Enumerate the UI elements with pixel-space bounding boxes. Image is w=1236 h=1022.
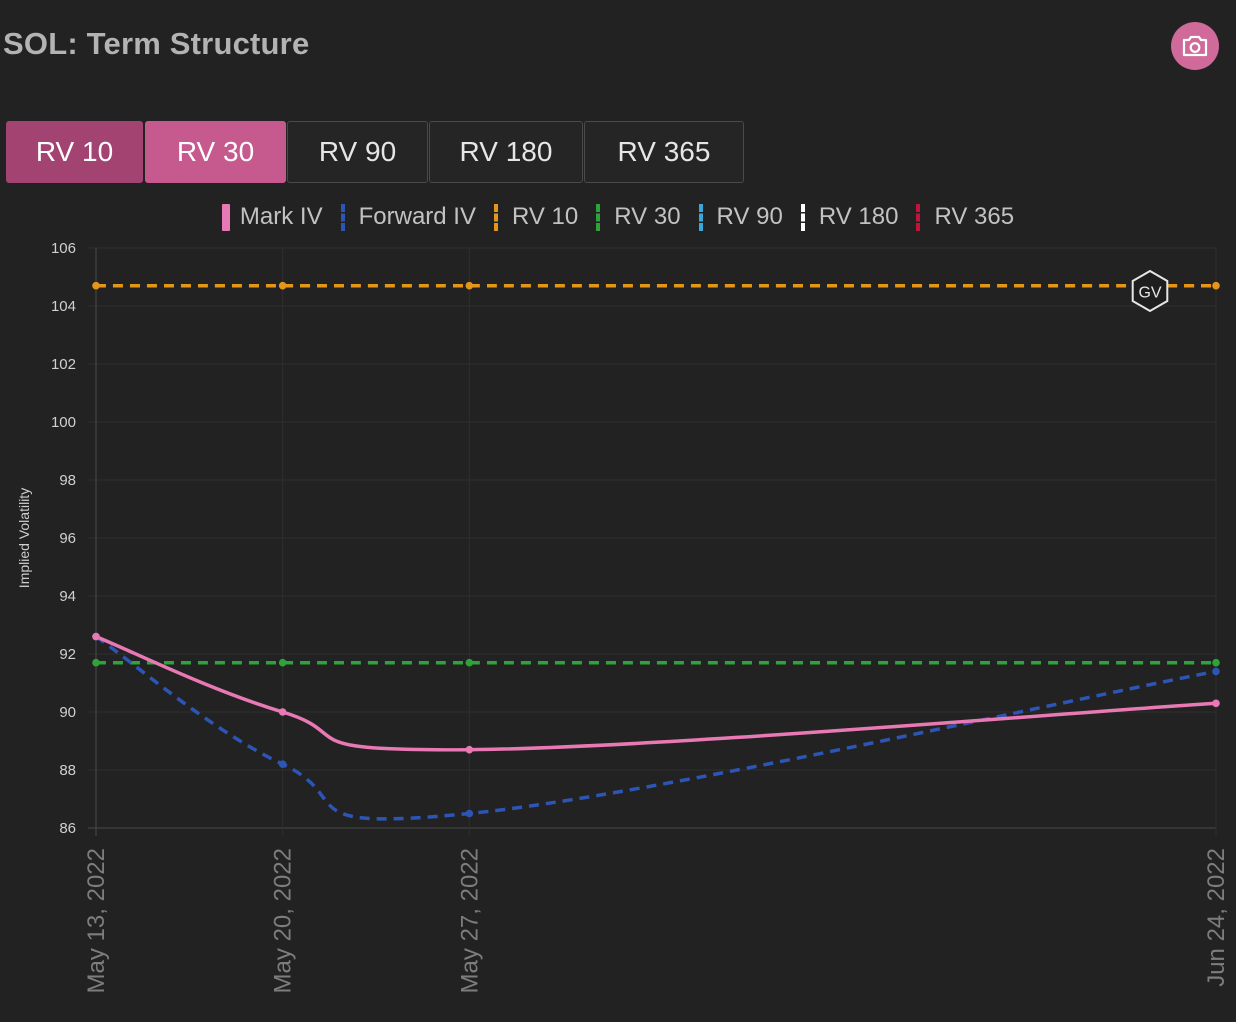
legend-swatch-mark-iv [221, 203, 230, 231]
chart-grid [88, 247, 1217, 836]
y-tick-label: 90 [59, 704, 76, 721]
data-point-rv-30 [92, 658, 100, 667]
y-tick-label: 94 [59, 588, 76, 605]
y-tick-label: 92 [59, 646, 76, 663]
legend-item-forward-iv[interactable]: Forward IV [340, 203, 476, 231]
tab-rv-30[interactable]: RV 30 [145, 121, 286, 183]
watermark-text: GV [1138, 285, 1161, 302]
y-tick-label: 102 [51, 356, 76, 373]
y-tick-label: 96 [59, 530, 76, 547]
y-tick-label: 88 [59, 762, 76, 779]
tab-rv-90[interactable]: RV 90 [287, 121, 428, 183]
legend-item-mark-iv[interactable]: Mark IV [221, 203, 323, 231]
chart-legend: Mark IV Forward IV RV 10 RV 30 RV 90 RV … [0, 200, 1236, 234]
tab-rv-10[interactable]: RV 10 [6, 121, 143, 183]
x-tick-label: Jun 24, 2022 [1203, 848, 1230, 987]
y-axis-ticks: 86 88 90 92 94 96 98 100 102 104 106 [51, 240, 76, 837]
chart-series [95, 283, 1217, 821]
legend-label: Mark IV [239, 203, 323, 230]
data-point-mark-iv [278, 708, 287, 716]
legend-label: RV 180 [818, 203, 899, 230]
tab-rv-180[interactable]: RV 180 [429, 121, 583, 183]
data-point-mark-iv [465, 745, 474, 754]
legend-swatch-rv365 [916, 203, 924, 231]
legend-label: RV 30 [614, 203, 681, 230]
data-point-mark-iv [92, 632, 100, 641]
x-tick-label: May 13, 2022 [83, 848, 110, 993]
data-point-forward-iv [1212, 667, 1220, 676]
data-point-rv-10 [278, 281, 287, 290]
y-tick-label: 106 [51, 240, 76, 257]
x-tick-label: May 27, 2022 [456, 848, 483, 993]
chart-points [92, 281, 1220, 818]
y-tick-label: 104 [51, 298, 76, 315]
legend-item-rv90[interactable]: RV 90 [698, 203, 783, 231]
legend-item-rv10[interactable]: RV 10 [493, 203, 579, 231]
legend-swatch-rv30 [596, 203, 604, 231]
legend-label: Forward IV [358, 203, 476, 230]
data-point-forward-iv [92, 632, 100, 641]
legend-swatch-rv10 [493, 203, 502, 231]
data-point-rv-10 [92, 281, 100, 290]
watermark-badge: GV [1131, 269, 1169, 313]
legend-label: RV 90 [716, 203, 783, 230]
data-point-rv-30 [278, 658, 287, 667]
data-point-forward-iv [278, 760, 287, 768]
data-point-rv-30 [1212, 658, 1220, 667]
series-line-forward-iv [95, 635, 1217, 821]
series-line-mark-iv [95, 634, 1217, 752]
y-tick-label: 100 [51, 414, 76, 431]
legend-swatch-rv180 [800, 203, 809, 231]
legend-item-rv180[interactable]: RV 180 [800, 203, 899, 231]
legend-swatch-forward-iv [340, 203, 349, 231]
data-point-rv-10 [465, 281, 474, 290]
y-tick-label: 98 [59, 472, 76, 489]
data-point-forward-iv [465, 809, 474, 818]
page-title: SOL: Term Structure [3, 26, 310, 61]
legend-swatch-rv90 [698, 203, 707, 231]
y-axis-label: Implied Volatility [16, 488, 32, 588]
x-tick-label: May 20, 2022 [270, 848, 297, 993]
data-point-rv-10 [1212, 281, 1220, 290]
legend-item-rv30[interactable]: RV 30 [596, 203, 681, 231]
data-point-rv-30 [465, 658, 474, 667]
camera-icon [1182, 35, 1208, 57]
data-point-mark-iv [1212, 699, 1220, 708]
legend-label: RV 10 [511, 203, 579, 230]
screenshot-button[interactable] [1171, 22, 1219, 70]
legend-label: RV 365 [934, 203, 1015, 230]
tab-rv-365[interactable]: RV 365 [584, 121, 744, 183]
legend-item-rv365[interactable]: RV 365 [916, 203, 1014, 231]
x-axis-ticks: May 13, 2022 May 20, 2022 May 27, 2022 Jun … [83, 848, 1230, 993]
y-tick-label: 86 [59, 820, 76, 837]
